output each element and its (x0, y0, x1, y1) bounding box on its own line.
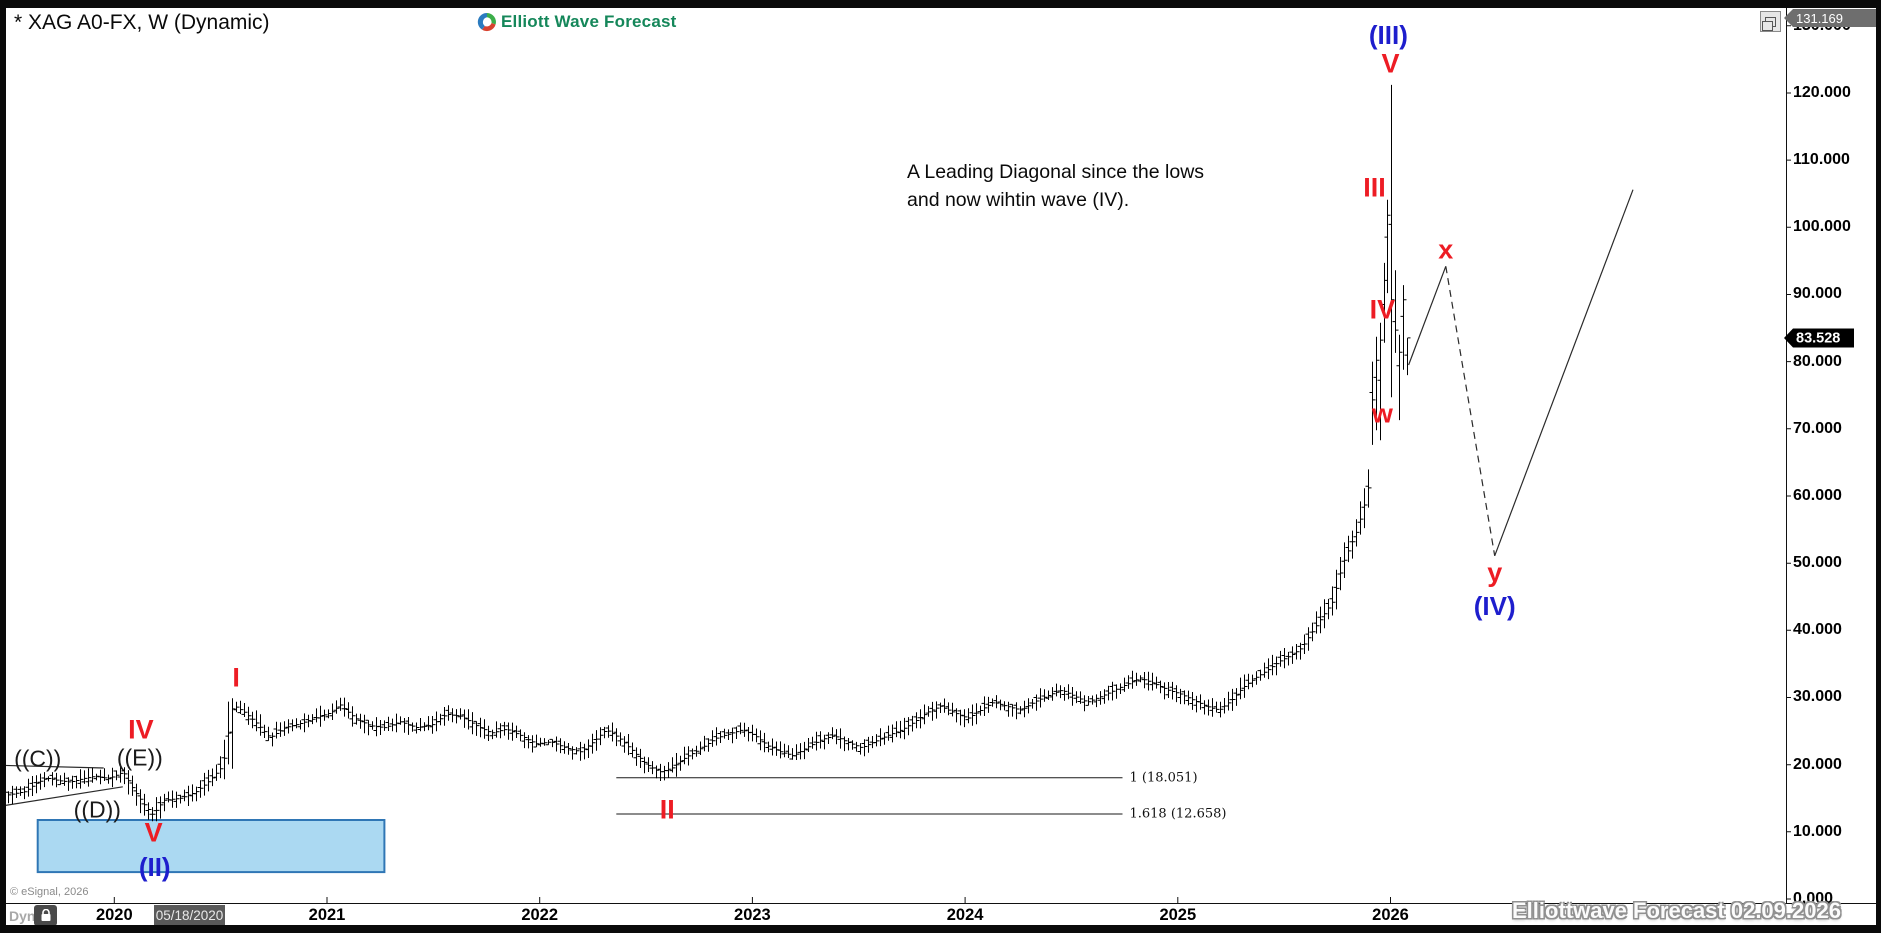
trend-line (1408, 266, 1447, 366)
window-frame-right (1876, 0, 1881, 933)
annotation-note: A Leading Diagonal since the lows and no… (907, 158, 1204, 214)
annotation-note-line1: A Leading Diagonal since the lows (907, 161, 1205, 183)
padlock-glyph (41, 909, 50, 921)
brand-icon (477, 12, 496, 32)
trend-line (1494, 189, 1634, 557)
trend-line (0, 786, 123, 807)
annotation-note-line2: and now wihtin wave (IV). (907, 189, 1130, 211)
last-price-label: 83.528 (1784, 328, 1854, 348)
session-high-price-label: 131.169 (1784, 9, 1876, 27)
brand-logo: Elliott Wave Forecast (477, 12, 677, 32)
watermark: Elliottwave Forecast 02.09.2026 (1512, 898, 1841, 923)
window-frame-bottom (0, 925, 1881, 933)
support-target-box (36, 819, 386, 874)
trend-line (1445, 266, 1496, 556)
axis-ticks (113, 25, 1791, 903)
trend-line (0, 764, 104, 769)
dyn-mode-label: Dyn (9, 908, 36, 924)
symbol-title: * XAG A0-FX, W (Dynamic) (14, 11, 270, 34)
window-frame-top (0, 0, 1881, 8)
window-frame-left (0, 0, 6, 933)
copyright: © eSignal, 2026 (10, 886, 89, 898)
lock-icon[interactable] (34, 905, 57, 926)
restore-icon (1762, 16, 1776, 31)
date-marker: 05/18/2020 (154, 905, 225, 926)
ohlc-bars (5, 84, 1411, 822)
restore-window-button[interactable] (1760, 11, 1781, 32)
axis-frame (6, 8, 1876, 904)
brand-name: Elliott Wave Forecast (501, 12, 677, 31)
